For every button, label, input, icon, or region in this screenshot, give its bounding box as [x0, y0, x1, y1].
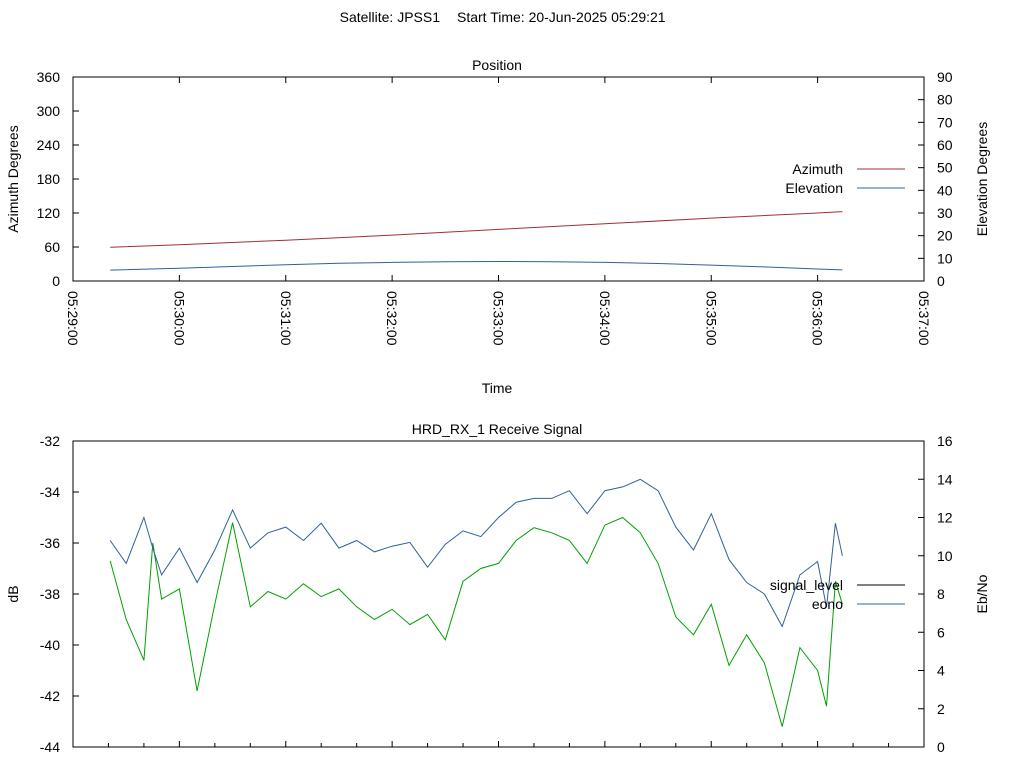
x-tick-label: 05:30:00	[171, 291, 187, 346]
position-y-right-label: Elevation Degrees	[974, 122, 990, 236]
y-right-tick-label: 14	[937, 471, 953, 487]
y-left-tick-label: 300	[37, 103, 61, 119]
signal-ticks: -44 -42 -40 -38 -36 -34 -32 0 2 4 6 8 10 12 14 16	[40, 433, 953, 755]
series-line-elevation	[110, 260, 843, 271]
y-right-tick-label: 50	[937, 160, 953, 176]
position-ticks: 0 60 120 180 240 300 360 0 10 20 30 40 50 60 70 80 90 05:…	[37, 69, 953, 346]
position-chart-title: Position	[472, 57, 522, 73]
y-right-tick-label: 40	[937, 182, 953, 198]
y-right-tick-label: 0	[937, 739, 945, 755]
x-tick-label: 05:35:00	[703, 291, 719, 346]
y-left-tick-label: -34	[40, 484, 60, 500]
position-y-left-label: Azimuth Degrees	[5, 125, 21, 232]
signal-plot-frame	[72, 440, 925, 748]
y-right-tick-label: 8	[937, 586, 945, 602]
y-right-tick-label: 70	[937, 114, 953, 130]
series-line-azimuth	[110, 211, 843, 248]
start-time-label: Start Time: 20-Jun-2025 05:29:21	[457, 9, 666, 25]
y-right-tick-label: 0	[937, 273, 945, 289]
y-left-tick-label: -40	[40, 637, 60, 653]
y-left-tick-label: 0	[52, 273, 60, 289]
y-right-tick-label: 12	[937, 510, 953, 526]
y-left-tick-label: -38	[40, 586, 60, 602]
y-right-tick-label: 2	[937, 701, 945, 717]
y-right-tick-label: 60	[937, 137, 953, 153]
series-line-signal-level	[109, 516, 843, 727]
y-left-tick-label: -42	[40, 688, 60, 704]
y-left-tick-label: -44	[40, 739, 60, 755]
legend-label-elevation: Elevation	[785, 180, 843, 196]
y-right-tick-label: 10	[937, 250, 953, 266]
y-right-tick-label: 4	[937, 663, 945, 679]
signal-y-right-label: Eb/No	[974, 574, 990, 613]
satellite-label: Satellite: JPSS1	[340, 9, 441, 25]
signal-y-left-label: dB	[5, 585, 21, 602]
position-x-label: Time	[482, 380, 513, 396]
x-tick-label: 05:31:00	[278, 291, 294, 346]
y-left-tick-label: -32	[40, 433, 60, 449]
signal-series	[109, 478, 843, 727]
y-left-tick-label: -36	[40, 535, 60, 551]
y-left-tick-label: 60	[44, 239, 60, 255]
legend-label-eono: eono	[812, 596, 843, 612]
signal-chart-title: HRD_RX_1 Receive Signal	[412, 421, 582, 437]
y-right-tick-label: 30	[937, 205, 953, 221]
position-chart: Position 0 60 120 180 240 300 360 0 10 20 30 40 50 60…	[5, 57, 990, 396]
y-left-tick-label: 360	[37, 69, 61, 85]
x-tick-label: 05:34:00	[597, 291, 613, 346]
x-tick-label: 05:29:00	[65, 291, 81, 346]
y-left-tick-label: 120	[37, 205, 61, 221]
y-right-tick-label: 16	[937, 433, 953, 449]
legend-label-signal-level: signal_level	[770, 577, 843, 593]
x-tick-label: 05:32:00	[384, 291, 400, 346]
x-tick-label: 05:37:00	[916, 291, 932, 346]
y-right-tick-label: 10	[937, 548, 953, 564]
y-right-tick-label: 80	[937, 92, 953, 108]
signal-chart: HRD_RX_1 Receive Signal -44-42-40-38-36-…	[5, 421, 990, 755]
y-left-tick-label: 240	[37, 137, 61, 153]
position-legend: Azimuth Elevation	[785, 161, 905, 196]
x-tick-label: 05:33:00	[491, 291, 507, 346]
y-left-tick-label: 180	[37, 171, 61, 187]
x-tick-label: 05:36:00	[810, 291, 826, 346]
series-line-eono	[109, 478, 843, 628]
y-right-tick-label: 90	[937, 69, 953, 85]
y-right-tick-label: 20	[937, 228, 953, 244]
y-right-tick-label: 6	[937, 624, 945, 640]
legend-label-azimuth: Azimuth	[792, 161, 843, 177]
position-series	[110, 211, 843, 271]
position-plot-frame	[72, 76, 925, 282]
